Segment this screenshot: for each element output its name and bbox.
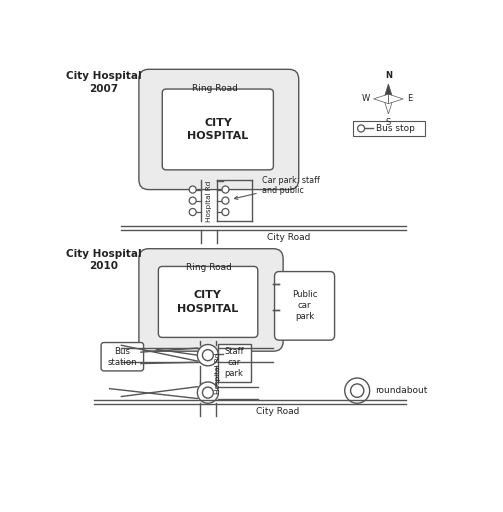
Polygon shape	[388, 94, 403, 103]
Circle shape	[189, 186, 196, 193]
Text: Hospital Rd: Hospital Rd	[206, 181, 212, 222]
Text: Hospital Rd: Hospital Rd	[215, 352, 221, 394]
Circle shape	[197, 345, 218, 366]
Text: Bus stop: Bus stop	[376, 124, 415, 133]
Circle shape	[222, 186, 229, 193]
Text: Staff
car
park: Staff car park	[224, 347, 244, 378]
Text: City Road: City Road	[256, 407, 299, 416]
Text: Public
car
park: Public car park	[292, 290, 317, 322]
Bar	[353, 120, 426, 136]
Text: E: E	[407, 94, 412, 103]
Text: City Hospital
2010: City Hospital 2010	[66, 249, 142, 271]
Circle shape	[222, 208, 229, 216]
Polygon shape	[384, 84, 393, 99]
Text: City Road: City Road	[267, 233, 311, 242]
Text: Bus
station: Bus station	[108, 347, 137, 367]
Text: CITY
HOSPITAL: CITY HOSPITAL	[188, 118, 248, 141]
Circle shape	[345, 378, 370, 403]
Text: Car park: staff
and public: Car park: staff and public	[234, 176, 319, 199]
Circle shape	[222, 197, 229, 204]
Text: CITY
HOSPITAL: CITY HOSPITAL	[177, 290, 238, 313]
Circle shape	[189, 208, 196, 216]
Bar	[218, 344, 251, 381]
FancyBboxPatch shape	[162, 89, 273, 170]
FancyBboxPatch shape	[139, 249, 283, 351]
Text: N: N	[385, 71, 392, 80]
Text: City Hospital
2007: City Hospital 2007	[66, 71, 142, 94]
Text: roundabout: roundabout	[375, 386, 427, 395]
Text: Ring Road: Ring Road	[192, 83, 238, 93]
Polygon shape	[374, 94, 388, 103]
Text: S: S	[386, 118, 391, 127]
Circle shape	[202, 350, 213, 360]
Polygon shape	[384, 99, 393, 114]
FancyBboxPatch shape	[158, 266, 258, 337]
Text: Ring Road: Ring Road	[186, 263, 232, 271]
Circle shape	[197, 382, 218, 403]
Circle shape	[358, 125, 365, 132]
FancyBboxPatch shape	[101, 343, 143, 371]
Circle shape	[189, 197, 196, 204]
FancyBboxPatch shape	[139, 69, 299, 189]
FancyBboxPatch shape	[275, 271, 334, 340]
Circle shape	[351, 384, 364, 397]
Circle shape	[202, 387, 213, 398]
Text: W: W	[362, 94, 370, 103]
